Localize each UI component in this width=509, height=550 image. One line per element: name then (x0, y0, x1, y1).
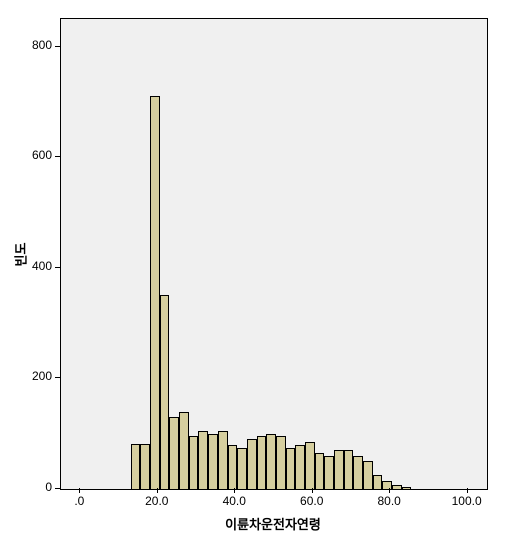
histogram-bar (131, 444, 141, 489)
histogram-bar (140, 444, 150, 489)
y-tick (55, 267, 60, 268)
x-tick (312, 488, 313, 493)
y-tick (55, 377, 60, 378)
histogram-bar (402, 487, 412, 489)
x-tick-label: .0 (54, 494, 104, 508)
x-tick-label: 20.0 (132, 494, 182, 508)
histogram-bar (276, 436, 286, 489)
histogram-bar (382, 481, 392, 489)
x-tick (389, 488, 390, 493)
y-tick (55, 156, 60, 157)
x-tick-label: 100.0 (442, 494, 492, 508)
y-tick (55, 488, 60, 489)
y-tick-label: 800 (0, 38, 52, 52)
histogram-bar (363, 461, 373, 489)
x-tick-label: 80.0 (364, 494, 414, 508)
y-tick-label: 400 (0, 259, 52, 273)
histogram-bar (150, 96, 160, 489)
chart-container: 빈도 이륜차운전자연령 0200400600800.020.040.060.08… (0, 0, 509, 550)
histogram-bar (218, 431, 228, 489)
histogram-bar (237, 448, 247, 489)
y-tick-label: 200 (0, 369, 52, 383)
histogram-bar (189, 436, 199, 489)
histogram-bar (247, 439, 257, 489)
histogram-bar (179, 412, 189, 489)
x-tick-label: 40.0 (209, 494, 259, 508)
histogram-bar (169, 417, 179, 489)
histogram-bar (324, 456, 334, 489)
x-tick-label: 60.0 (287, 494, 337, 508)
x-tick (234, 488, 235, 493)
y-tick-label: 0 (0, 480, 52, 494)
histogram-bar (353, 456, 363, 489)
y-tick-label: 600 (0, 148, 52, 162)
plot-area (60, 18, 488, 490)
histogram-bar (160, 295, 170, 489)
x-axis-label: 이륜차운전자연령 (60, 514, 486, 533)
y-tick (55, 46, 60, 47)
x-tick (157, 488, 158, 493)
histogram-bar (228, 445, 238, 489)
histogram-bar (266, 434, 276, 489)
x-tick (79, 488, 80, 493)
x-tick (467, 488, 468, 493)
histogram-bar (295, 445, 305, 489)
histogram-bar (198, 431, 208, 489)
histogram-bar (334, 450, 344, 489)
histogram-bar (392, 485, 402, 489)
histogram-bar (315, 453, 325, 489)
histogram-bar (305, 442, 315, 489)
histogram-bar (208, 434, 218, 489)
histogram-bar (373, 475, 383, 489)
histogram-bar (286, 448, 296, 489)
histogram-bar (344, 450, 354, 489)
histogram-bar (257, 436, 267, 489)
